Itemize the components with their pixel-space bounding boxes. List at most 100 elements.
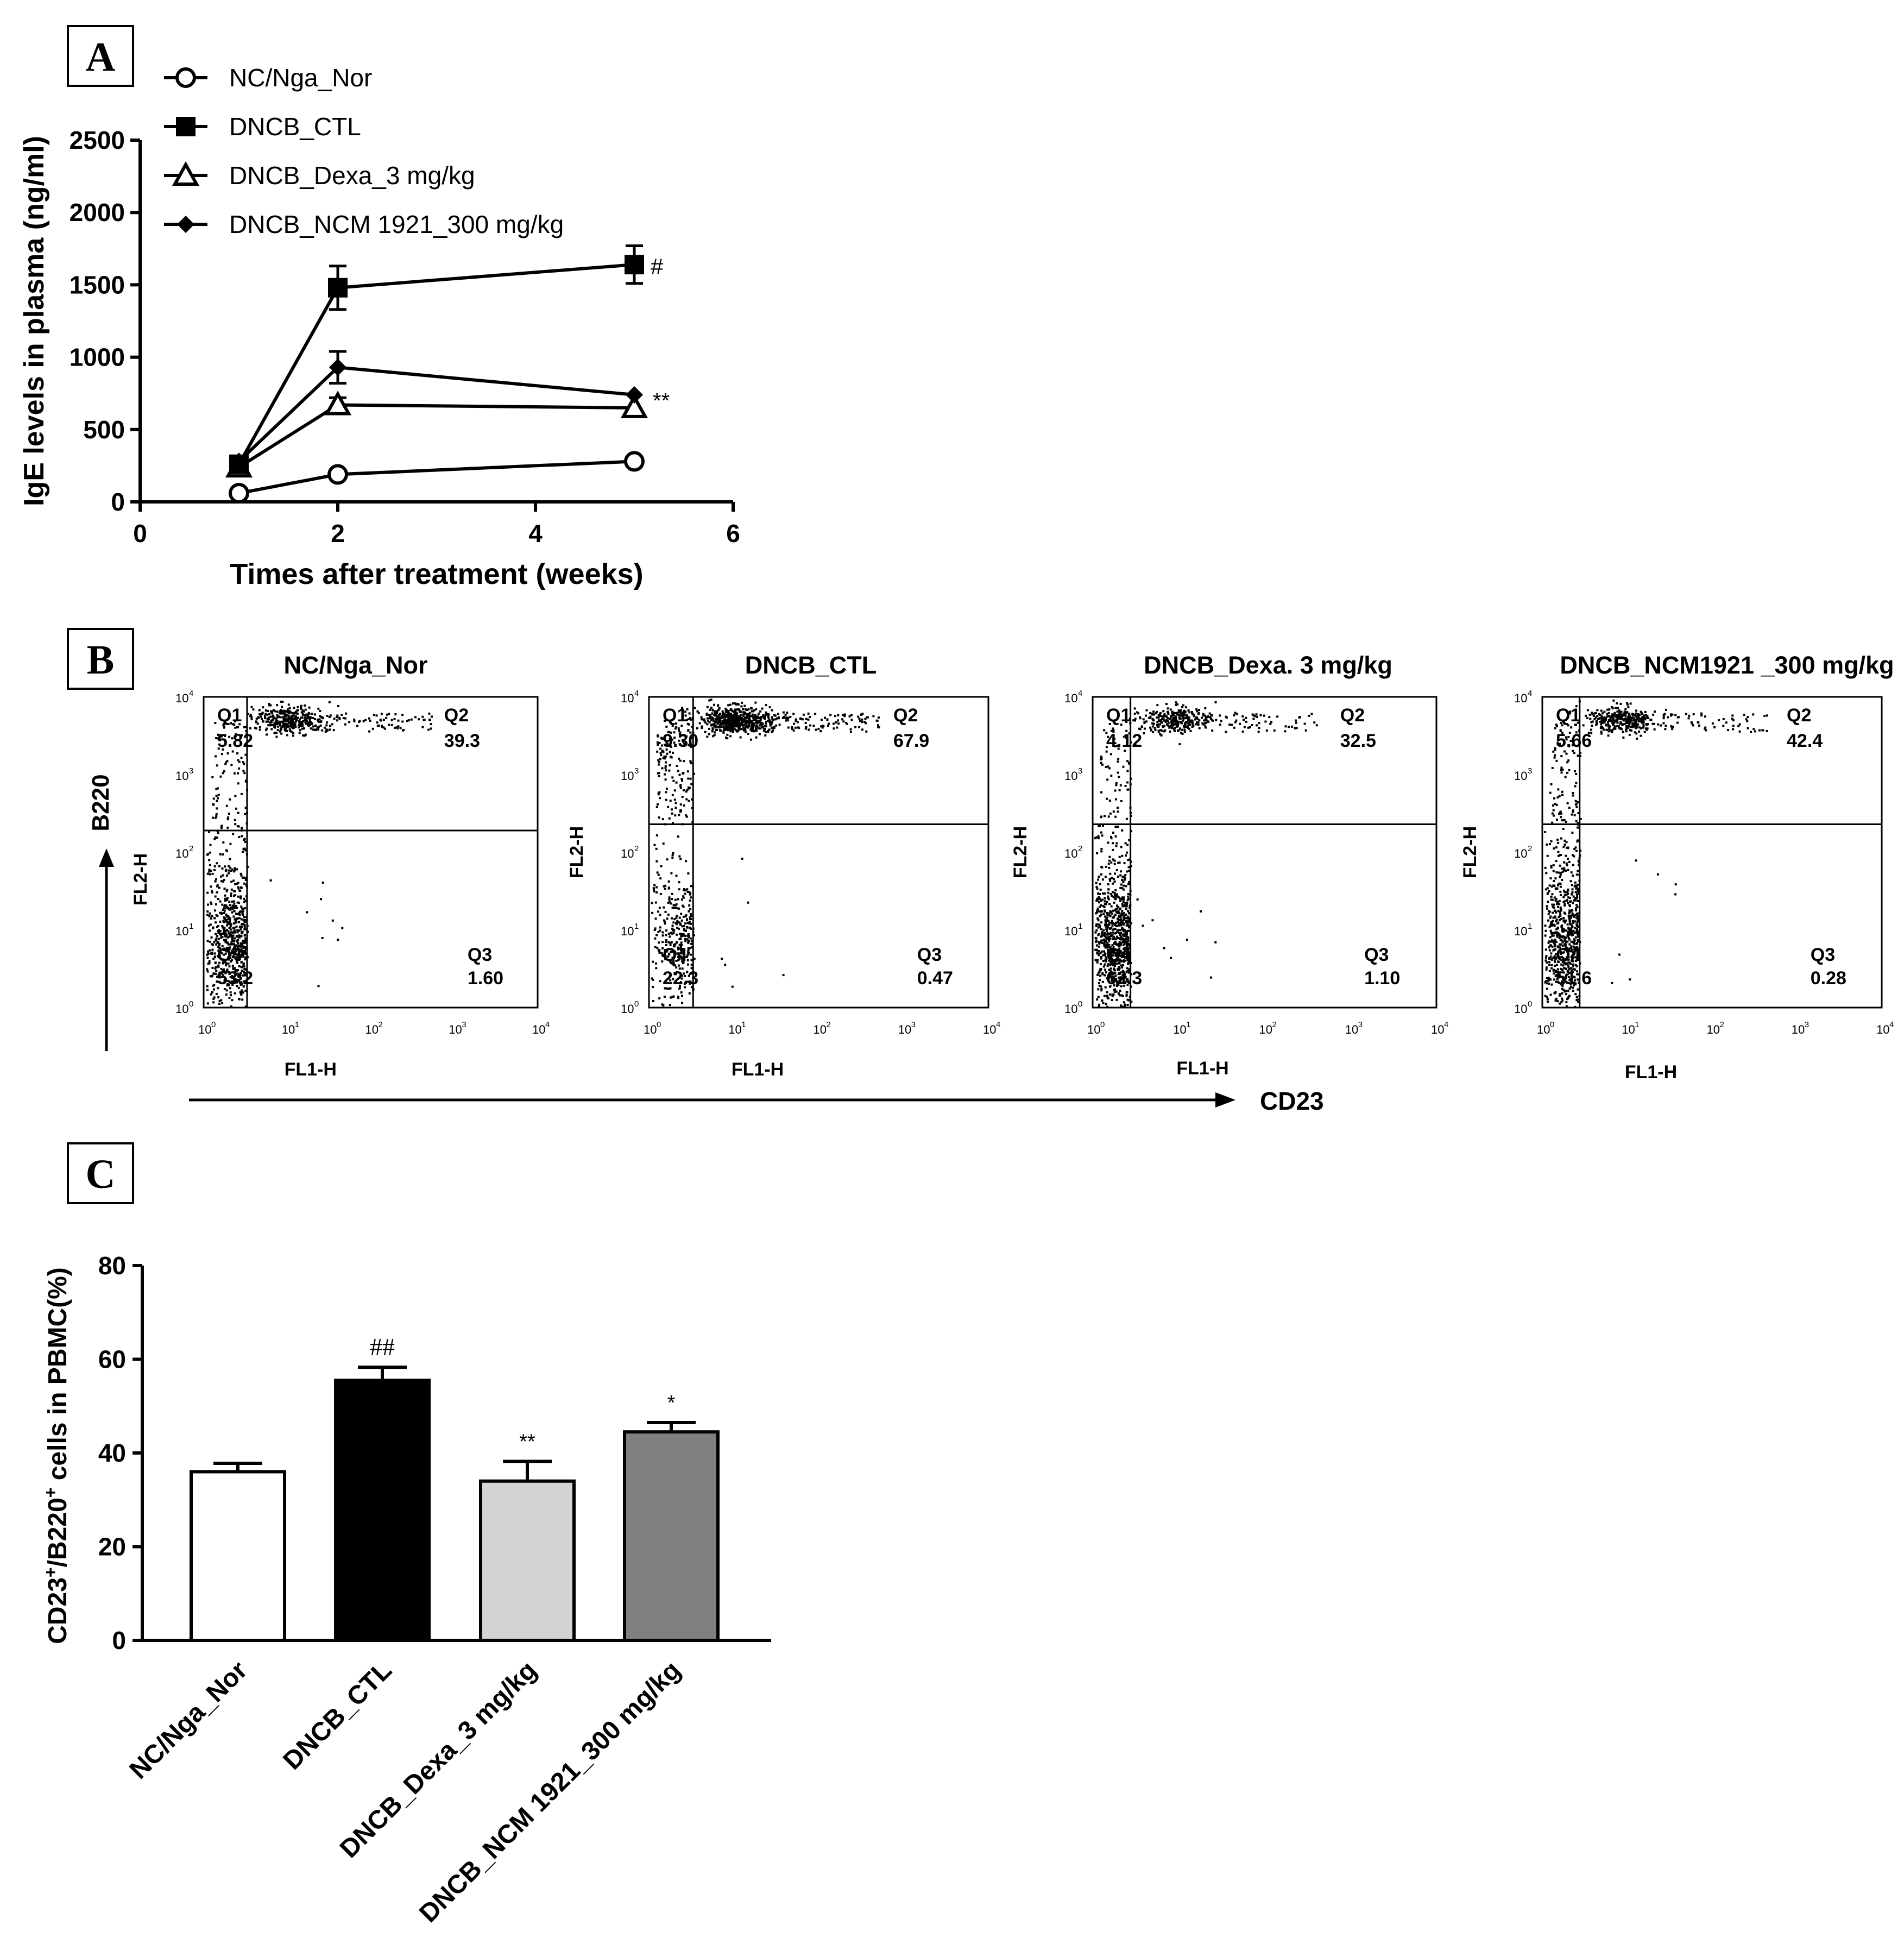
event-dot-q4 <box>654 927 657 930</box>
event-dot-q4 <box>240 948 243 951</box>
event-dot-q4 <box>234 953 236 955</box>
event-dot-q4 <box>679 984 681 987</box>
event-dot-q4 <box>239 950 242 953</box>
event-dot-q2 <box>732 702 734 705</box>
event-dot-q4 <box>1127 895 1130 898</box>
event-dot-q4 <box>658 949 660 952</box>
event-dot-q2 <box>689 717 692 719</box>
event-dot-q2 <box>1255 713 1258 716</box>
event-dot-q1 <box>672 779 675 782</box>
event-dot-q4 <box>1108 985 1111 988</box>
event-dot-q4 <box>225 914 228 916</box>
event-dot-q2 <box>1173 720 1176 723</box>
event-dot-q4 <box>211 891 213 894</box>
event-dot-q2 <box>848 715 851 718</box>
event-dot-q1 <box>1572 810 1574 813</box>
event-dot-q4 <box>1574 891 1577 894</box>
quadrant-value: 22.3 <box>663 968 698 989</box>
event-dot-q2 <box>690 718 692 721</box>
event-dot-q4 <box>234 905 236 908</box>
y-axis-label-part: cells in PBMC(%) <box>43 1267 72 1487</box>
event-dot-q2 <box>718 713 721 715</box>
event-dot-q4 <box>243 901 245 903</box>
event-dot-q4 <box>1564 921 1566 924</box>
event-dot-q2 <box>304 716 307 719</box>
event-dot-q4 <box>1562 896 1565 898</box>
event-dot-q4 <box>1098 984 1101 987</box>
event-dot-q2 <box>1202 723 1205 726</box>
event-dot-q2 <box>744 721 747 724</box>
event-dot-q4 <box>1116 907 1119 910</box>
event-dot-q4 <box>1573 940 1575 943</box>
event-dot-q2 <box>302 720 305 722</box>
event-dot-q2 <box>1651 722 1654 725</box>
event-dot-q2 <box>1620 722 1623 725</box>
event-dot-q4 <box>237 979 239 981</box>
event-dot-q4 <box>664 922 666 925</box>
event-dot-q4 <box>1109 932 1112 934</box>
event-dot-q1 <box>686 789 689 791</box>
event-dot-q2 <box>1727 729 1729 732</box>
event-dot-q2 <box>1618 709 1621 712</box>
event-dot-q4 <box>1563 903 1566 905</box>
event-dot-q4 <box>652 978 654 981</box>
event-dot-q2 <box>1606 715 1609 718</box>
event-dot-q4 <box>680 977 683 980</box>
event-dot-q4 <box>1108 993 1111 996</box>
event-dot-q4 <box>1112 954 1114 957</box>
event-dot-q2 <box>1251 724 1253 726</box>
event-dot-q4 <box>232 900 235 903</box>
event-dot-q1 <box>1563 750 1566 753</box>
event-dot-q4 <box>687 948 690 951</box>
event-dot-q2 <box>293 726 295 729</box>
event-dot-q1 <box>226 818 229 821</box>
event-dot-q4 <box>1126 901 1128 904</box>
event-dot-q2 <box>742 720 745 722</box>
event-dot-q4 <box>1117 984 1120 986</box>
event-dot-q4 <box>1112 922 1114 924</box>
event-dot-q1 <box>668 731 671 733</box>
event-dot-q4 <box>665 979 667 982</box>
event-dot-q1 <box>689 760 692 763</box>
event-dot-q4 <box>1119 924 1122 927</box>
event-dot-q4 <box>1561 978 1564 980</box>
event-dot-q4 <box>1577 859 1580 862</box>
event-dot-q2 <box>377 724 380 727</box>
event-dot-q2 <box>732 725 735 727</box>
event-dot-q4 <box>1570 969 1573 972</box>
event-dot-q4 <box>235 953 238 956</box>
event-dot-q4 <box>1128 917 1131 920</box>
event-dot-q4 <box>233 895 236 897</box>
event-dot-q4 <box>226 907 229 909</box>
event-dot-q4 <box>1119 944 1122 947</box>
event-dot-q4 <box>1562 989 1565 991</box>
event-dot-q2 <box>430 727 432 730</box>
event-dot-q2 <box>283 712 286 715</box>
event-dot-q2 <box>402 729 404 732</box>
event-dot-q4 <box>229 957 232 959</box>
event-dot-q4 <box>687 980 690 983</box>
event-dot-q1 <box>685 790 688 793</box>
event-dot-q4 <box>1565 990 1567 992</box>
event-dot-q4 <box>217 949 220 952</box>
event-dot-q1 <box>657 759 660 762</box>
event-dot-q2 <box>292 714 295 716</box>
event-dot-q2 <box>857 715 860 718</box>
event-dot-q2 <box>1172 718 1175 721</box>
event-dot-q4 <box>1572 915 1575 918</box>
event-dot-q2 <box>1625 719 1628 722</box>
event-dot-q4 <box>1565 893 1568 896</box>
event-dot-q2 <box>328 716 331 719</box>
event-dot-q4 <box>1562 917 1565 919</box>
event-dot-q4 <box>670 932 672 934</box>
event-dot-q2 <box>1207 720 1210 723</box>
event-dot-q4 <box>1575 888 1578 890</box>
event-dot-q4 <box>678 943 681 946</box>
event-dot-q4 <box>211 966 214 969</box>
event-dot-q4 <box>1127 923 1129 926</box>
event-dot-q2 <box>324 731 327 733</box>
event-dot-q4 <box>676 933 678 936</box>
event-dot-q4 <box>1577 932 1580 935</box>
event-dot-q1 <box>1115 784 1118 787</box>
event-dot-q4 <box>1555 918 1558 921</box>
